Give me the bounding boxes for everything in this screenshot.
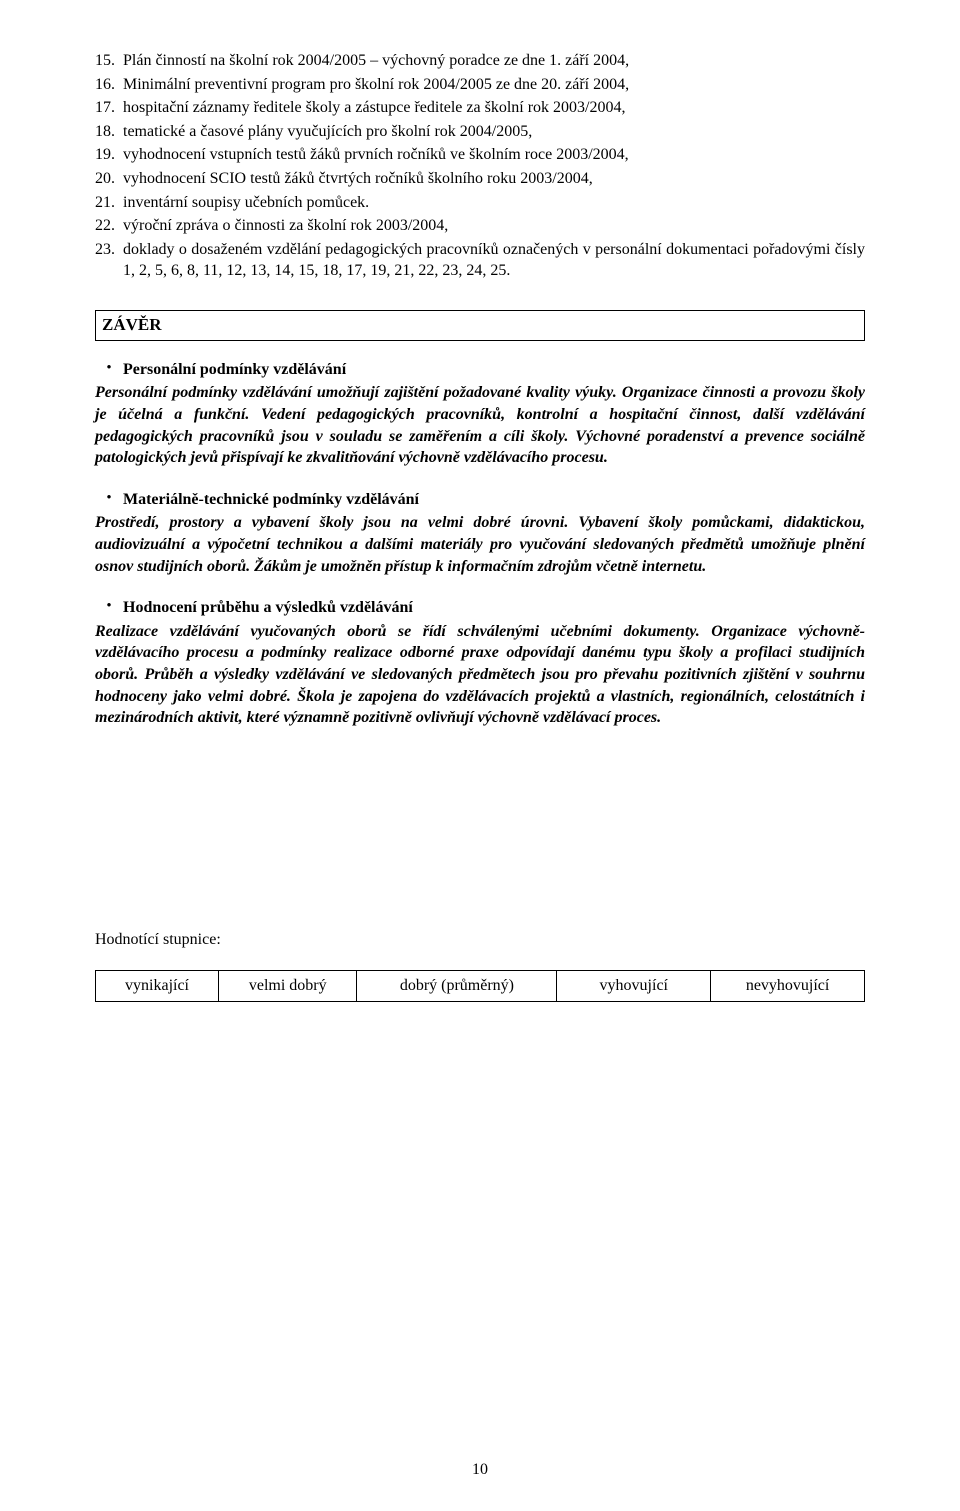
bullet-icon: • <box>95 359 123 377</box>
list-item-text: doklady o dosaženém vzdělání pedagogický… <box>123 239 865 282</box>
list-item-text: vyhodnocení vstupních testů žáků prvních… <box>123 144 865 166</box>
table-row: vynikajícívelmi dobrýdobrý (průměrný)vyh… <box>96 971 865 1002</box>
section-body: Personální podmínky vzdělávání umožňují … <box>95 382 865 468</box>
section-heading: Hodnocení průběhu a výsledků vzdělávání <box>123 599 413 616</box>
rating-cell: vynikající <box>96 971 219 1002</box>
section-heading-row: •Materiálně-technické podmínky vzděláván… <box>95 489 865 511</box>
list-item: 22.výroční zpráva o činnosti za školní r… <box>95 215 865 237</box>
list-item-number: 23. <box>95 239 123 282</box>
rating-cell: velmi dobrý <box>219 971 357 1002</box>
zaver-title-box: ZÁVĚR <box>95 310 865 341</box>
list-item-text: výroční zpráva o činnosti za školní rok … <box>123 215 865 237</box>
bullet-icon: • <box>95 489 123 507</box>
list-item-number: 19. <box>95 144 123 166</box>
list-item-number: 22. <box>95 215 123 237</box>
bullet-icon: • <box>95 597 123 615</box>
list-item-text: tematické a časové plány vyučujících pro… <box>123 121 865 143</box>
list-item-number: 15. <box>95 50 123 72</box>
zaver-sections: •Personální podmínky vzděláváníPersonáln… <box>95 359 865 729</box>
list-item-number: 16. <box>95 74 123 96</box>
list-item-text: hospitační záznamy ředitele školy a zást… <box>123 97 865 119</box>
section-heading: Personální podmínky vzdělávání <box>123 361 346 378</box>
list-item-number: 21. <box>95 192 123 214</box>
list-item-text: vyhodnocení SCIO testů žáků čtvrtých roč… <box>123 168 865 190</box>
document-page: 15.Plán činností na školní rok 2004/2005… <box>0 0 960 1511</box>
list-item: 19.vyhodnocení vstupních testů žáků prvn… <box>95 144 865 166</box>
list-item: 15.Plán činností na školní rok 2004/2005… <box>95 50 865 72</box>
page-number: 10 <box>0 1459 960 1481</box>
list-item-number: 18. <box>95 121 123 143</box>
list-item: 21.inventární soupisy učebních pomůcek. <box>95 192 865 214</box>
section-body: Prostředí, prostory a vybavení školy jso… <box>95 512 865 577</box>
list-item-text: inventární soupisy učebních pomůcek. <box>123 192 865 214</box>
section-heading: Materiálně-technické podmínky vzdělávání <box>123 491 419 508</box>
section-heading-row: •Personální podmínky vzdělávání <box>95 359 865 381</box>
numbered-list: 15.Plán činností na školní rok 2004/2005… <box>95 50 865 282</box>
list-item: 18.tematické a časové plány vyučujících … <box>95 121 865 143</box>
list-item: 20.vyhodnocení SCIO testů žáků čtvrtých … <box>95 168 865 190</box>
list-item-text: Plán činností na školní rok 2004/2005 – … <box>123 50 865 72</box>
section-body: Realizace vzdělávání vyučovaných oborů s… <box>95 621 865 729</box>
rating-cell: nevyhovující <box>711 971 865 1002</box>
list-item-number: 20. <box>95 168 123 190</box>
zaver-title: ZÁVĚR <box>102 315 162 334</box>
rating-cell: dobrý (průměrný) <box>357 971 557 1002</box>
rating-cell: vyhovující <box>557 971 711 1002</box>
list-item: 16.Minimální preventivní program pro ško… <box>95 74 865 96</box>
list-item: 23.doklady o dosaženém vzdělání pedagogi… <box>95 239 865 282</box>
list-item-number: 17. <box>95 97 123 119</box>
rating-caption: Hodnotící stupnice: <box>95 929 865 951</box>
list-item-text: Minimální preventivní program pro školní… <box>123 74 865 96</box>
rating-table: vynikajícívelmi dobrýdobrý (průměrný)vyh… <box>95 970 865 1002</box>
section-heading-row: •Hodnocení průběhu a výsledků vzdělávání <box>95 597 865 619</box>
list-item: 17.hospitační záznamy ředitele školy a z… <box>95 97 865 119</box>
